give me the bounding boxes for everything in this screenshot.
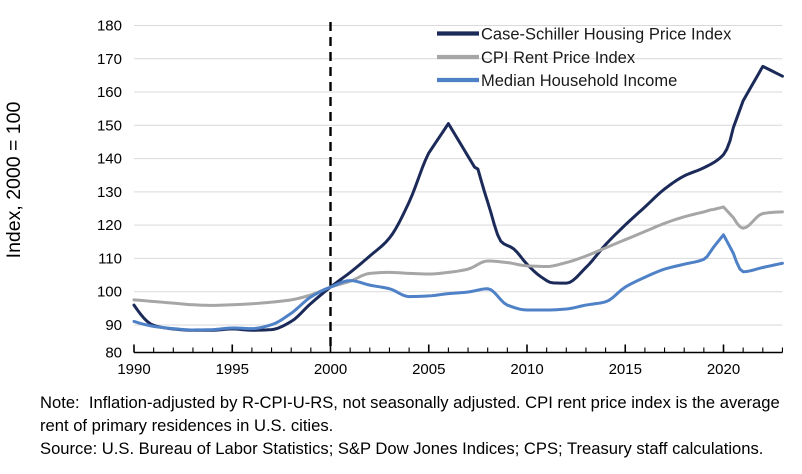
svg-text:1990: 1990: [117, 361, 150, 378]
svg-text:140: 140: [97, 151, 122, 168]
svg-text:Index, 2000 = 100: Index, 2000 = 100: [3, 102, 25, 259]
svg-text:180: 180: [97, 18, 122, 35]
svg-text:1995: 1995: [216, 361, 249, 378]
svg-text:150: 150: [97, 117, 122, 134]
svg-text:2000: 2000: [314, 361, 347, 378]
svg-text:80: 80: [105, 345, 122, 362]
svg-text:90: 90: [105, 317, 122, 334]
svg-text:160: 160: [97, 84, 122, 101]
svg-text:Median Household Income: Median Household Income: [481, 72, 677, 90]
svg-text:Case-Schiller Housing Price In: Case-Schiller Housing Price Index: [481, 26, 732, 44]
svg-text:2020: 2020: [707, 361, 740, 378]
svg-text:2005: 2005: [412, 361, 445, 378]
svg-text:170: 170: [97, 51, 122, 68]
svg-text:2010: 2010: [510, 361, 543, 378]
svg-text:110: 110: [98, 250, 122, 267]
svg-text:100: 100: [97, 284, 122, 301]
svg-text:CPI Rent Price Index: CPI Rent Price Index: [481, 49, 636, 67]
svg-text:130: 130: [97, 184, 122, 201]
svg-text:2015: 2015: [609, 361, 642, 378]
svg-text:120: 120: [97, 217, 122, 234]
